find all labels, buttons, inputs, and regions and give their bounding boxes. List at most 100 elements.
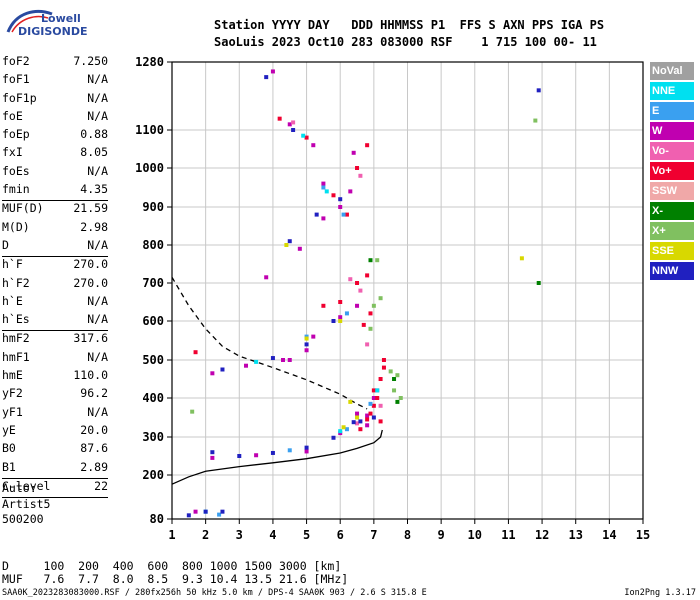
data-point-nnw xyxy=(220,367,225,372)
param-row: B0 87.6 xyxy=(2,441,108,459)
param-row: yF2 96.2 xyxy=(2,386,108,404)
param-value: N/A xyxy=(87,293,108,308)
param-value: 87.6 xyxy=(80,441,108,456)
x-tick-label: 1 xyxy=(168,528,175,542)
param-separator xyxy=(2,330,108,332)
legend-item: E xyxy=(650,102,694,120)
y-tick-label: 80 xyxy=(150,512,164,526)
param-value: 21.59 xyxy=(73,201,108,216)
data-point-w xyxy=(351,150,356,155)
y-tick-label: 1100 xyxy=(135,123,164,137)
x-tick-label: 2 xyxy=(202,528,209,542)
data-point-nnw xyxy=(371,415,376,420)
param-value: 2.89 xyxy=(80,459,108,474)
y-tick-label: 400 xyxy=(142,391,164,405)
param-row: fxI 8.05 xyxy=(2,145,108,163)
data-point-x- xyxy=(395,373,400,378)
param-name: fmin xyxy=(2,182,30,197)
param-value: 20.0 xyxy=(80,422,108,437)
data-point-x- xyxy=(533,118,538,123)
param-value: N/A xyxy=(87,163,108,178)
data-point-w xyxy=(348,189,353,194)
data-point-sse xyxy=(338,319,343,323)
version-label: Ion2Png 1.3.17 xyxy=(624,588,696,598)
data-point-w xyxy=(371,396,376,400)
scaled-parameters-panel: foF2 7.250 foF1 N/A foF1p N/A foE N/A foEp 0.88 fx… xyxy=(2,54,108,499)
param-row: D N/A xyxy=(2,238,108,256)
source-info: SAA0K_2023283083000.RSF / 280fx256h 50 k… xyxy=(2,588,427,598)
data-point-nnw xyxy=(338,197,343,202)
data-point-x- xyxy=(398,396,403,400)
param-name: h`F xyxy=(2,257,23,272)
param-row: yF1 N/A xyxy=(2,405,108,423)
muf-row: MUF 7.6 7.7 8.0 8.5 9.3 10.4 13.5 21.6 [… xyxy=(2,572,349,586)
data-point-vo- xyxy=(368,311,373,316)
data-point-x- xyxy=(368,258,373,263)
param-row: MUF(D) 21.59 xyxy=(2,201,108,219)
param-value: 0.88 xyxy=(80,127,108,142)
data-point-vo- xyxy=(355,166,360,170)
x-tick-label: 15 xyxy=(636,528,650,542)
param-name: hmF2 xyxy=(2,331,30,346)
data-point-nnw xyxy=(203,509,208,514)
legend-item: X- xyxy=(650,202,694,220)
polarization-legend: NoVal NNE E W Vo- Vo+ SSW X- X+ SSE NNW xyxy=(650,62,694,282)
param-name: fxI xyxy=(2,145,23,160)
legend-item: W xyxy=(650,122,694,140)
legend-item: X+ xyxy=(650,222,694,240)
data-point-vo- xyxy=(365,273,370,278)
y-tick-label: 500 xyxy=(142,353,164,367)
param-name: foEs xyxy=(2,163,30,178)
param-name: B0 xyxy=(2,441,16,456)
data-point-vo- xyxy=(378,419,383,424)
data-point-vo- xyxy=(365,417,370,422)
param-name: M(D) xyxy=(2,219,30,234)
digisonde-logo: Lowell DIGISONDE xyxy=(4,8,87,48)
data-point-vo- xyxy=(358,288,363,293)
data-point-nnw xyxy=(287,239,292,244)
data-point-sse xyxy=(284,243,289,247)
data-point-x- xyxy=(392,388,397,393)
param-row: fmin 4.35 xyxy=(2,182,108,200)
x-tick-label: 8 xyxy=(404,528,411,542)
data-point-w xyxy=(254,453,259,458)
x-tick-label: 14 xyxy=(602,528,616,542)
data-point-w xyxy=(281,358,286,362)
y-tick-label: 700 xyxy=(142,276,164,290)
param-name: foF2 xyxy=(2,54,30,68)
param-value: 317.6 xyxy=(73,331,108,346)
data-point-x- xyxy=(368,326,373,331)
data-point-w xyxy=(210,455,215,460)
data-point-vo- xyxy=(368,411,373,416)
data-point-w xyxy=(355,411,360,416)
data-point-nnw xyxy=(314,212,319,217)
param-name: B1 xyxy=(2,459,16,474)
legend-item: SSW xyxy=(650,182,694,200)
data-point-x- xyxy=(536,281,541,285)
data-point-w xyxy=(338,315,343,320)
data-point-nnw xyxy=(351,420,356,425)
header-line-1: Station YYYY DAY DDD HHMMSS P1 FFS S AXN… xyxy=(214,18,605,32)
data-point-w xyxy=(264,275,269,280)
data-point-vo- xyxy=(331,193,336,198)
param-value: 270.0 xyxy=(73,275,108,290)
data-point-w xyxy=(338,205,343,209)
data-point-vo- xyxy=(291,120,296,125)
data-point-w xyxy=(304,348,309,353)
data-point-x- xyxy=(392,377,397,381)
data-point-vo- xyxy=(355,281,360,285)
param-row: h`E N/A xyxy=(2,294,108,312)
data-point-x- xyxy=(378,296,383,301)
param-name: h`E xyxy=(2,293,23,308)
legend-item: Vo+ xyxy=(650,162,694,180)
data-point-nnw xyxy=(358,419,363,424)
param-value: 96.2 xyxy=(80,386,108,401)
data-point-vo- xyxy=(361,322,366,327)
param-value: N/A xyxy=(87,108,108,123)
param-separator xyxy=(2,256,108,258)
data-point-w xyxy=(365,413,370,418)
y-tick-label: 300 xyxy=(142,430,164,444)
data-point-nnw xyxy=(536,88,541,93)
data-point-vo- xyxy=(371,403,376,408)
